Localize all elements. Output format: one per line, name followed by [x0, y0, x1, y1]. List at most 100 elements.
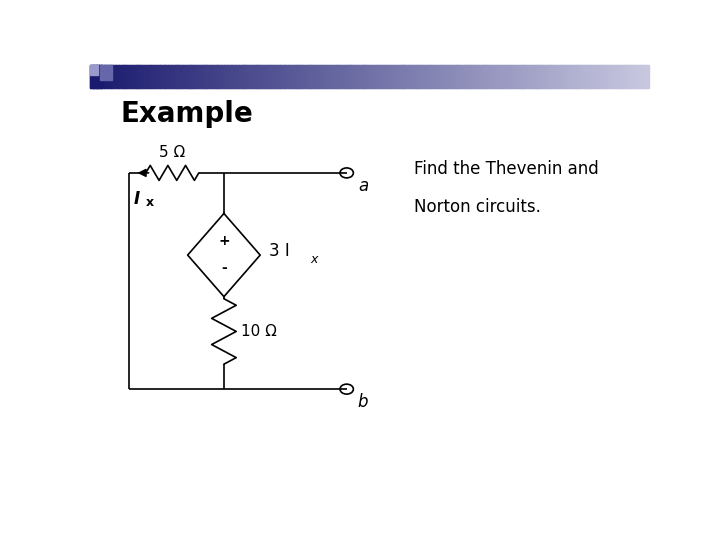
Bar: [595, 65, 599, 87]
Bar: [336, 65, 339, 87]
Bar: [500, 65, 504, 87]
Bar: [369, 65, 373, 87]
Bar: [617, 65, 621, 87]
Bar: [472, 65, 476, 87]
Bar: [145, 65, 150, 87]
Bar: [475, 65, 479, 87]
Bar: [447, 65, 451, 87]
Bar: [639, 65, 644, 87]
Bar: [288, 65, 292, 87]
Text: 5 Ω: 5 Ω: [159, 145, 186, 160]
Bar: [246, 65, 250, 87]
Bar: [645, 65, 649, 87]
Text: Example: Example: [121, 100, 253, 128]
Bar: [637, 65, 641, 87]
Text: a: a: [358, 177, 368, 195]
Bar: [528, 65, 532, 87]
Bar: [93, 65, 96, 87]
Bar: [349, 65, 354, 87]
Bar: [118, 65, 122, 87]
Bar: [207, 65, 211, 87]
Bar: [606, 65, 610, 87]
Bar: [126, 65, 130, 87]
Bar: [243, 65, 248, 87]
Bar: [564, 65, 568, 87]
Bar: [453, 65, 456, 87]
Bar: [221, 65, 225, 87]
Bar: [227, 65, 230, 87]
Bar: [511, 65, 516, 87]
Bar: [313, 65, 317, 87]
Bar: [623, 65, 627, 87]
Bar: [199, 65, 203, 87]
Bar: [642, 65, 647, 87]
Bar: [461, 65, 465, 87]
Bar: [107, 65, 111, 87]
Bar: [389, 65, 392, 87]
Bar: [96, 65, 99, 87]
Bar: [294, 65, 297, 87]
Bar: [230, 65, 233, 87]
Bar: [498, 65, 501, 87]
Bar: [210, 65, 214, 87]
Bar: [174, 65, 178, 87]
Bar: [258, 65, 261, 87]
Bar: [112, 65, 116, 87]
Bar: [274, 65, 278, 87]
Bar: [372, 65, 376, 87]
Bar: [277, 65, 281, 87]
Bar: [626, 65, 629, 87]
Bar: [138, 65, 141, 87]
Bar: [567, 65, 571, 87]
Bar: [572, 65, 577, 87]
Bar: [600, 65, 605, 87]
Bar: [578, 65, 582, 87]
Bar: [151, 65, 156, 87]
Bar: [213, 65, 217, 87]
Text: x: x: [310, 253, 318, 266]
Bar: [612, 65, 616, 87]
Bar: [302, 65, 306, 87]
Bar: [104, 65, 108, 87]
Bar: [176, 65, 181, 87]
Bar: [330, 65, 334, 87]
Bar: [483, 65, 487, 87]
Bar: [526, 65, 529, 87]
Bar: [590, 65, 593, 87]
Bar: [620, 65, 624, 87]
Bar: [438, 65, 443, 87]
Text: x: x: [145, 196, 154, 209]
Bar: [307, 65, 312, 87]
Text: -: -: [221, 260, 227, 274]
Bar: [224, 65, 228, 87]
Bar: [90, 65, 94, 87]
Text: +: +: [218, 233, 230, 247]
Bar: [366, 65, 370, 87]
Bar: [542, 65, 546, 87]
Bar: [324, 65, 328, 87]
Bar: [252, 65, 256, 87]
Bar: [193, 65, 197, 87]
Bar: [562, 65, 565, 87]
Bar: [517, 65, 521, 87]
Bar: [327, 65, 331, 87]
Bar: [584, 65, 588, 87]
Bar: [450, 65, 454, 87]
Bar: [413, 65, 418, 87]
Bar: [300, 65, 303, 87]
Bar: [503, 65, 507, 87]
Text: Find the Thevenin and: Find the Thevenin and: [413, 160, 598, 178]
Text: Norton circuits.: Norton circuits.: [413, 198, 541, 216]
Bar: [188, 65, 192, 87]
Bar: [109, 65, 114, 87]
Bar: [143, 65, 147, 87]
Bar: [291, 65, 294, 87]
Bar: [297, 65, 300, 87]
Bar: [520, 65, 523, 87]
Bar: [405, 65, 409, 87]
Bar: [433, 65, 437, 87]
Bar: [249, 65, 253, 87]
Bar: [598, 65, 602, 87]
Bar: [196, 65, 200, 87]
Bar: [233, 65, 236, 87]
